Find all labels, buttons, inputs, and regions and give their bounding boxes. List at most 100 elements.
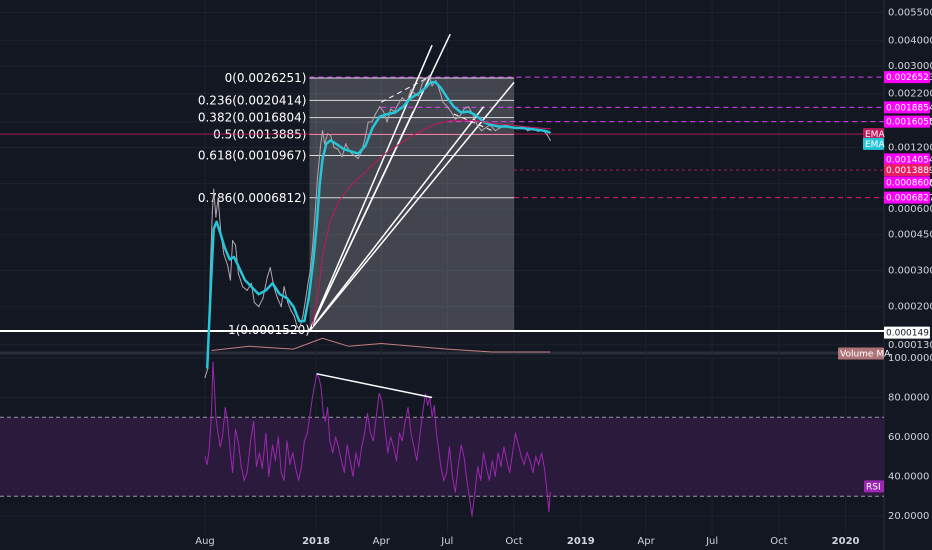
price-point (371, 121, 373, 123)
price-point (329, 134, 332, 136)
price-point (505, 125, 507, 128)
rsi-point (387, 452, 389, 454)
price-series-2[interactable] (311, 119, 551, 327)
rsi-point (431, 416, 433, 418)
rsi-point (237, 442, 239, 444)
price-point (337, 201, 340, 203)
rsi-point (268, 476, 270, 477)
rsi-point (381, 400, 383, 402)
rsi-point (474, 491, 476, 493)
time-tick-label: 2019 (567, 536, 595, 547)
price-tick-label: 0.0001300 (888, 340, 932, 351)
rsi-tick-label: 80.0000 (888, 393, 929, 404)
price-point (456, 119, 459, 121)
price-tag[interactable] (884, 191, 930, 204)
rsi-point (443, 479, 445, 481)
rsi-pane[interactable]: RSI (0, 361, 884, 517)
fan-line[interactable] (308, 106, 485, 332)
price-point (424, 87, 427, 89)
rsi-tick-label: 20.0000 (888, 511, 929, 522)
price-point (293, 315, 295, 317)
price-tag[interactable] (863, 128, 884, 141)
price-tag[interactable] (884, 101, 930, 114)
rsi-point (454, 491, 456, 493)
rsi-point (463, 456, 465, 458)
price-point (287, 301, 289, 303)
rsi-point (393, 446, 395, 448)
price-point (414, 93, 416, 95)
rsi-point (369, 432, 371, 434)
price-point (438, 89, 440, 91)
price-point (494, 130, 496, 132)
dashed-trend-line[interactable] (453, 113, 493, 132)
fan-line[interactable] (308, 44, 433, 332)
price-point (460, 111, 462, 114)
rsi-point (486, 468, 487, 470)
rsi-point (548, 511, 550, 513)
price-point (305, 297, 307, 299)
price-tag[interactable] (838, 347, 884, 360)
price-tag[interactable] (884, 71, 930, 84)
rsi-tag[interactable] (864, 480, 884, 493)
price-tag-label: 0.0026523 (886, 73, 932, 83)
price-point (232, 240, 234, 242)
rsi-point (327, 406, 329, 408)
price-axis[interactable]: 0.0055000 0.0040000 0.0030000 0.0022000 0.00… (838, 7, 932, 522)
rsi-divergence-line[interactable] (316, 373, 433, 399)
rsi-line[interactable] (204, 361, 551, 517)
price-point (311, 325, 313, 327)
price-point (417, 95, 419, 97)
fan-line[interactable] (308, 111, 414, 332)
rsi-point (378, 393, 380, 395)
time-axis[interactable]: Aug 2018 Apr Jul Oct 2019 Apr Jul Oct 2020 (195, 536, 859, 547)
volume-ma-line (211, 337, 551, 353)
price-series-1[interactable] (205, 81, 551, 369)
price-point (265, 289, 267, 291)
rsi-point (427, 404, 429, 406)
price-tick-label: 0.0022000 (888, 89, 932, 100)
rsi-point (212, 361, 214, 363)
price-point (546, 134, 549, 136)
rsi-point (500, 466, 502, 468)
price-point (394, 111, 396, 114)
rsi-band (0, 417, 884, 497)
price-tag-label: 0.0018854 (886, 103, 932, 113)
rsi-point (544, 468, 545, 470)
price-point (549, 139, 551, 141)
rsi-point (324, 420, 326, 422)
rsi-point (289, 464, 291, 466)
fib-retracement[interactable]: 0(0.0026251) 0.236(0.0020414) 0.382(0.0016… (0, 33, 884, 337)
rsi-point (449, 446, 450, 448)
price-point (316, 177, 319, 179)
price-point (296, 325, 298, 327)
price-point (467, 110, 469, 113)
price-tag[interactable] (884, 326, 930, 339)
price-point (311, 249, 313, 251)
price-tag[interactable] (884, 153, 930, 166)
price-tag[interactable] (863, 137, 884, 150)
price-point (223, 253, 225, 255)
price-tag[interactable] (884, 164, 930, 177)
rsi-point (520, 456, 522, 458)
price-pane[interactable] (204, 74, 551, 379)
price-tag-label: 0.0013889 (886, 166, 932, 176)
price-tag-label: 0.0008608 (886, 178, 932, 188)
price-tag-label: 0.0006827 (886, 194, 932, 204)
rsi-point (261, 468, 263, 470)
price-point (280, 306, 282, 308)
price-point (319, 146, 321, 149)
fan-line[interactable] (308, 81, 515, 332)
rsi-point (329, 440, 331, 442)
price-point (364, 145, 366, 147)
price-point (397, 103, 399, 105)
rsi-point (277, 436, 279, 438)
price-point (335, 143, 337, 145)
price-tag[interactable] (884, 176, 930, 189)
rsi-point (506, 460, 508, 462)
price-point (229, 258, 231, 261)
rsi-point (460, 444, 462, 446)
price-point (485, 127, 487, 129)
price-point (491, 122, 493, 124)
price-tag[interactable] (884, 115, 930, 128)
